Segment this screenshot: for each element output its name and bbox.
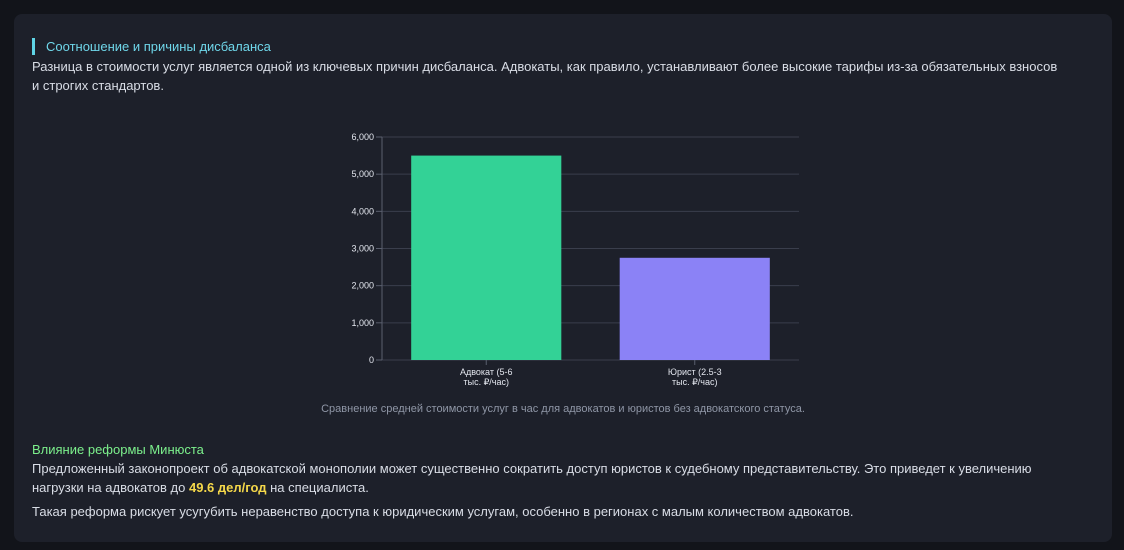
y-tick-label: 2,000 [351, 281, 374, 291]
y-tick-label: 0 [369, 355, 374, 365]
bar-chart: 0 1,000 2,000 3,000 4,000 5,000 6,000 Адвокат (… [351, 132, 799, 387]
y-tick-label: 1,000 [351, 318, 374, 328]
content-card: Соотношение и причины дисбаланса Разница… [14, 14, 1112, 542]
reform-paragraph-2: Такая реформа рискует усугубить неравенс… [32, 504, 854, 519]
x-tick-label: Юрист (2.5-3 [668, 367, 722, 377]
intro-paragraph: Разница в стоимости услуг является одной… [32, 59, 1058, 93]
bar [619, 257, 770, 360]
workload-highlight: 49.6 дел/год [188, 480, 267, 495]
y-tick-label: 6,000 [351, 132, 374, 142]
reform-text-before: Предложенный законопроект об адвокатской… [32, 461, 1032, 495]
x-tick-label: тыс. ₽/час) [672, 377, 718, 387]
bar [411, 155, 562, 360]
x-tick-label: тыс. ₽/час) [463, 377, 509, 387]
reform-paragraph-1: Предложенный законопроект об адвокатской… [32, 459, 1082, 497]
reform-text-after: на специалиста. [266, 480, 369, 495]
y-tick-label: 3,000 [351, 244, 374, 254]
section-title: Соотношение и причины дисбаланса [32, 38, 271, 55]
reform-title: Влияние реформы Минюста [32, 442, 204, 457]
y-tick-label: 5,000 [351, 169, 374, 179]
chart-caption: Сравнение средней стоимости услуг в час … [321, 403, 805, 415]
x-tick-label: Адвокат (5-6 [460, 367, 513, 377]
y-tick-label: 4,000 [351, 206, 374, 216]
